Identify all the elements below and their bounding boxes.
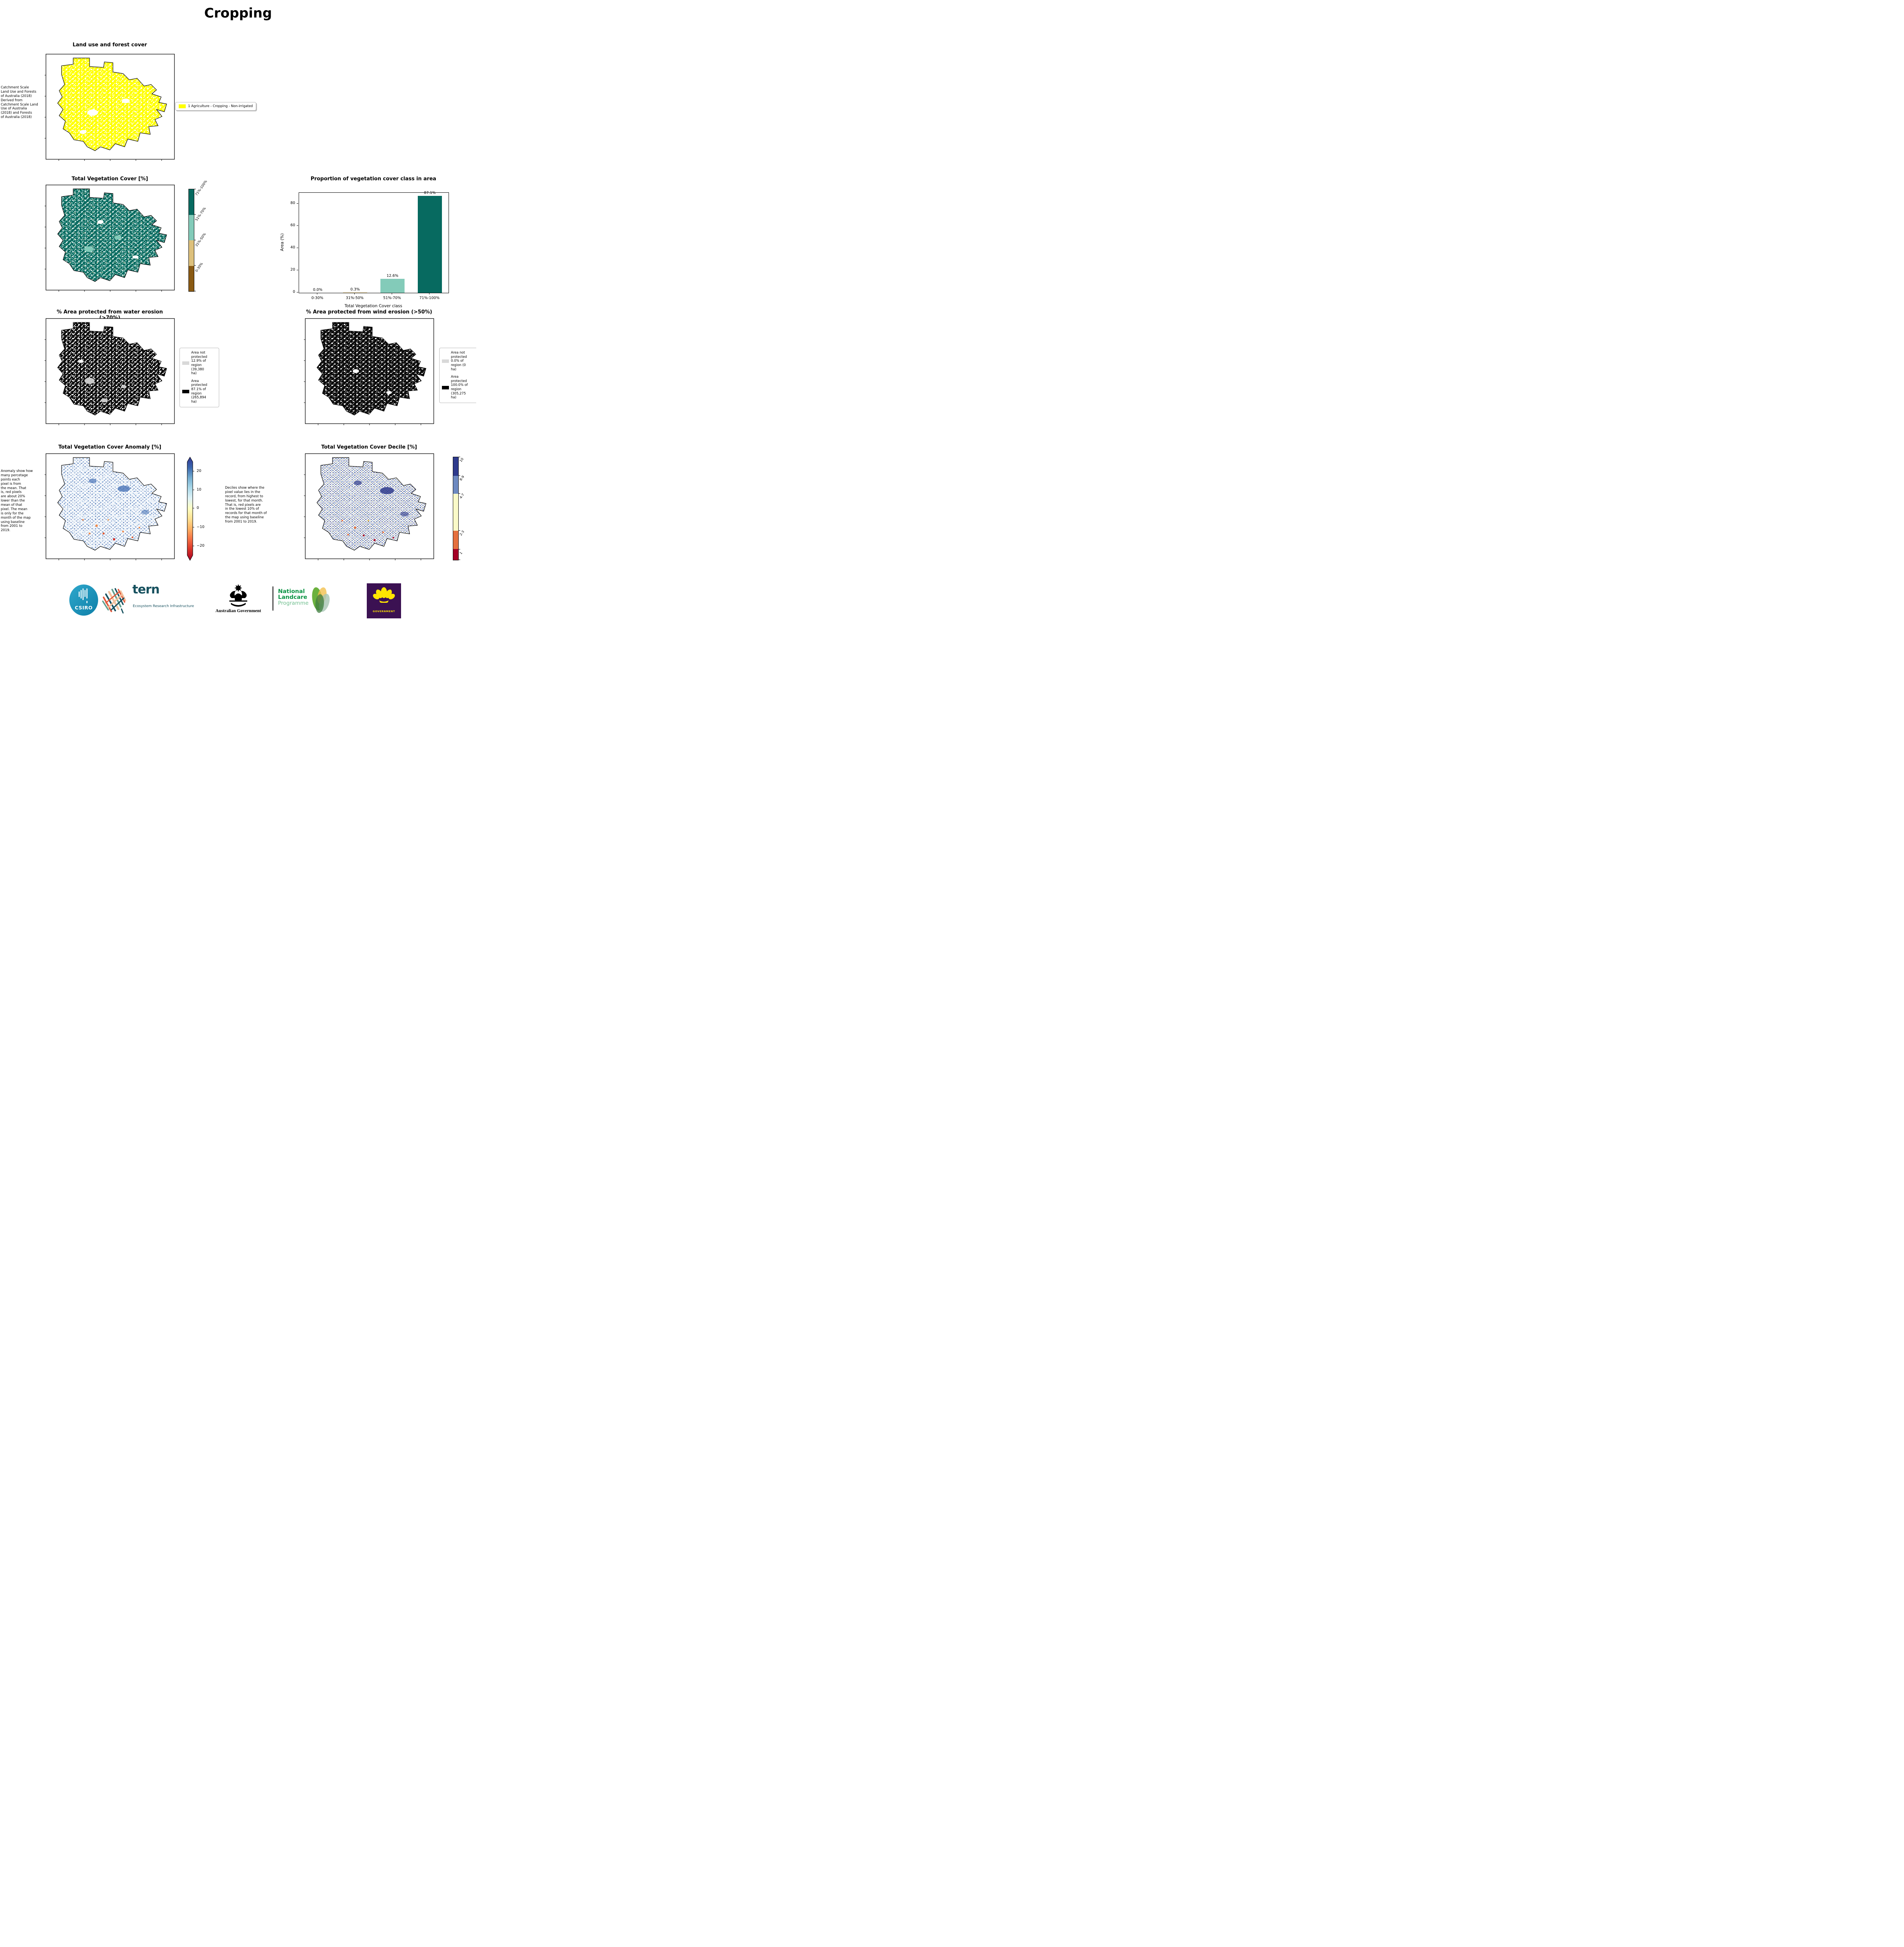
landuse-title: Land use and forest cover xyxy=(72,42,147,48)
csiro-label: CSIRO xyxy=(75,605,93,611)
australian-government-crest-icon xyxy=(229,584,247,607)
wind-legend-protected: Area protected 100.0% of region (305,275… xyxy=(442,375,475,400)
vegcover-map xyxy=(44,185,175,292)
decile-seg-8-9 xyxy=(453,475,458,494)
barchart-title: Proportion of vegetation cover class in … xyxy=(310,176,436,182)
vegcover-cb-label-51-70: 51%-70% xyxy=(194,206,207,222)
barchart-ylabel: Area (%) xyxy=(280,233,285,251)
water-map xyxy=(44,318,175,425)
landuse-note: Catchment Scale Land Use and Forests of … xyxy=(1,86,38,120)
anomaly-tick-0: 0 xyxy=(197,506,199,510)
national-landcare-wordmark: National Landcare Programme xyxy=(278,588,309,607)
australian-government-label: Australian Government xyxy=(215,609,261,613)
wind-legend-swatch-black xyxy=(442,386,449,389)
nlp-line1: National xyxy=(278,588,305,595)
ytick-60: 60 xyxy=(290,223,295,227)
csiro-wave-icon xyxy=(79,588,88,603)
report-page: Cropping Land use and forest cover Catch… xyxy=(0,0,476,622)
water-legend-label-black: Area protected 87.1% of region (265,894 … xyxy=(191,379,208,404)
page-title: Cropping xyxy=(204,5,272,21)
decile-seg-1 xyxy=(453,549,458,560)
xtick-0-30: 0-30% xyxy=(311,296,324,300)
anomaly-title: Total Vegetation Cover Anomaly [%] xyxy=(58,444,162,450)
decile-cb-label-10: 10 xyxy=(459,457,465,463)
anomaly-note: Anomaly show how many percetage points e… xyxy=(1,469,33,533)
ytick-0: 0 xyxy=(292,290,295,294)
water-legend-not-protected: Area not protected 12.9% of region (39,3… xyxy=(182,351,216,376)
vegcover-cb-label-71-100: 71%-100% xyxy=(194,180,208,197)
nlp-line3: Programme xyxy=(278,600,309,607)
tern-wordmark: tern xyxy=(132,583,160,597)
decile-cb-label-4-7: 4-7 xyxy=(459,493,466,500)
xtick-51-70: 51%-70% xyxy=(383,296,401,300)
anomaly-map xyxy=(44,453,175,560)
nsw-waratah-icon xyxy=(373,587,395,603)
nlp-line2: Landcare xyxy=(278,594,308,601)
vegcover-title: Total Vegetation Cover [%] xyxy=(71,176,148,182)
vegcover-colorbar-seg-0-30 xyxy=(189,266,194,291)
decile-map xyxy=(304,453,434,560)
decile-cb-label-8-9: 8-9 xyxy=(459,475,466,482)
decile-note: Deciles show where the pixel value lies … xyxy=(225,486,267,524)
decile-cb-label-1: 1 xyxy=(459,551,464,555)
vegcover-colorbar-seg-71-100 xyxy=(189,189,194,215)
water-legend-protected: Area protected 87.1% of region (265,894 … xyxy=(182,379,216,404)
wind-title: % Area protected from wind erosion (>50%… xyxy=(306,309,432,315)
nsw-label: NSW xyxy=(367,621,401,622)
bar-value-label: 12.6% xyxy=(386,274,399,278)
xtick-31-50: 31%-50% xyxy=(346,296,364,300)
wind-legend-label-black: Area protected 100.0% of region (305,275… xyxy=(451,375,468,400)
bar-31-50 xyxy=(343,292,367,293)
water-legend-swatch-gray xyxy=(182,361,189,365)
decile-seg-2-3 xyxy=(453,530,458,549)
bar-value-label: 0.3% xyxy=(350,287,360,292)
anomaly-tick-20: 20 xyxy=(197,469,202,473)
decile-colorbar xyxy=(453,457,459,560)
wind-legend-swatch-gray xyxy=(442,359,449,363)
anomaly-tick-minus20: −20 xyxy=(197,544,205,548)
vegcover-colorbar-seg-51-70 xyxy=(189,215,194,240)
tern-australia-icon xyxy=(102,588,126,614)
landcare-leaves-icon xyxy=(312,587,330,613)
water-legend-swatch-black xyxy=(182,390,189,394)
wind-legend-label-gray: Area not protected 0.0% of region (0 ha) xyxy=(451,351,467,371)
xtick-71-100: 71%-100% xyxy=(419,296,440,300)
vegcover-cb-label-0-30: 0-30% xyxy=(194,262,204,273)
decile-title: Total Vegetation Cover Decile [%] xyxy=(321,444,417,450)
decile-seg-4-7 xyxy=(453,494,458,531)
water-legend: Area not protected 12.9% of region (39,3… xyxy=(179,348,219,407)
bar-71-100 xyxy=(418,196,442,293)
bar-51-70 xyxy=(380,279,405,293)
decile-cb-label-2-3: 2-3 xyxy=(459,530,466,537)
csiro-logo: CSIRO xyxy=(69,584,98,616)
ytick-20: 20 xyxy=(290,268,295,272)
wind-legend-not-protected: Area not protected 0.0% of region (0 ha) xyxy=(442,351,475,371)
bar-value-label: 0.0% xyxy=(313,288,323,292)
anomaly-tick-minus10: −10 xyxy=(197,525,205,529)
bar-value-label: 87.1% xyxy=(424,191,436,195)
landuse-map xyxy=(44,54,175,161)
wind-map xyxy=(304,318,434,425)
anomaly-tick-10: 10 xyxy=(197,488,202,492)
ytick-40: 40 xyxy=(290,245,295,250)
tern-subtitle: Ecosystem Research Infrastructure xyxy=(133,604,194,608)
ytick-80: 80 xyxy=(290,201,295,205)
nsw-government-logo: NSW GOVERNMENT xyxy=(367,583,401,622)
water-legend-label-gray: Area not protected 12.9% of region (39,3… xyxy=(191,351,208,376)
anomaly-colorbar xyxy=(187,457,194,561)
vegcover-cb-label-31-50: 31%-50% xyxy=(194,232,207,248)
nsw-sub-label: GOVERNMENT xyxy=(373,610,395,613)
landuse-legend: 1 Agriculture - Cropping - Non-irrigated xyxy=(175,102,257,111)
vegcover-colorbar-seg-31-50 xyxy=(189,240,194,266)
decile-seg-10 xyxy=(453,457,458,476)
barchart-xlabel: Total Vegetation Cover class xyxy=(345,304,402,308)
landuse-legend-label: 1 Agriculture - Cropping - Non-irrigated xyxy=(188,104,253,108)
vegcover-colorbar xyxy=(188,189,194,292)
wind-legend: Area not protected 0.0% of region (0 ha)… xyxy=(439,348,476,403)
barchart-plot-area: 0.0% 0.3% 12.6% 87.1% xyxy=(299,191,449,293)
landuse-legend-swatch xyxy=(179,104,186,108)
